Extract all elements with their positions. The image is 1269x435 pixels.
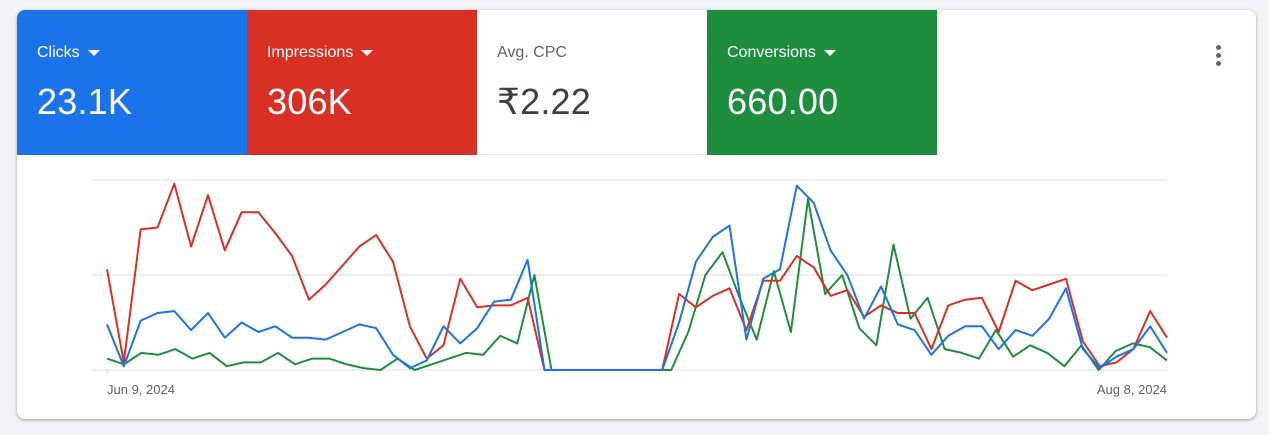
metric-value-clicks: 23.1K xyxy=(37,81,133,122)
x-axis-start-label: Jun 9, 2024 xyxy=(107,382,175,397)
more-vert-icon-dot xyxy=(1215,52,1221,58)
metric-tile-impressions[interactable]: Impressions 306K xyxy=(247,10,477,155)
metric-tile-avg-cpc[interactable]: Avg. CPC ₹2.22 xyxy=(477,10,707,155)
chart-series xyxy=(106,182,1168,371)
more-vert-icon-dot xyxy=(1215,60,1221,66)
metric-tiles: Clicks 23.1K Impressions 306K Avg. CPC ₹… xyxy=(17,10,937,155)
dropdown-caret-icon[interactable] xyxy=(823,50,836,56)
metric-tile-clicks[interactable]: Clicks 23.1K xyxy=(17,10,247,155)
performance-card: Jun 9, 2024 Aug 8, 2024 Clicks 23.1K Imp… xyxy=(17,10,1256,419)
series-line-conversions xyxy=(106,198,1168,371)
metric-value-avg-cpc: ₹2.22 xyxy=(497,81,591,122)
metric-label-clicks: Clicks xyxy=(37,44,247,62)
dropdown-caret-icon[interactable] xyxy=(361,50,374,56)
series-line-impressions xyxy=(106,182,1168,371)
performance-line-chart: Jun 9, 2024 Aug 8, 2024 xyxy=(92,179,1168,397)
metric-label-impressions: Impressions xyxy=(267,44,477,62)
conversions-label-text: Conversions xyxy=(727,44,816,61)
impressions-label-text: Impressions xyxy=(267,44,354,61)
metric-tile-conversions[interactable]: Conversions 660.00 xyxy=(707,10,937,155)
series-line-clicks xyxy=(106,184,1168,371)
metric-value-impressions: 306K xyxy=(267,81,352,122)
metric-value-conversions: 660.00 xyxy=(727,81,839,122)
clicks-label-text: Clicks xyxy=(37,44,80,61)
avg-cpc-label-text: Avg. CPC xyxy=(497,44,567,61)
more-vert-icon xyxy=(1215,44,1221,50)
more-options-button[interactable] xyxy=(1206,42,1230,68)
metric-label-conversions: Conversions xyxy=(727,44,937,62)
x-axis-end-label: Aug 8, 2024 xyxy=(1097,382,1167,397)
dropdown-caret-icon[interactable] xyxy=(87,50,100,56)
metric-label-avg-cpc: Avg. CPC xyxy=(497,44,707,62)
